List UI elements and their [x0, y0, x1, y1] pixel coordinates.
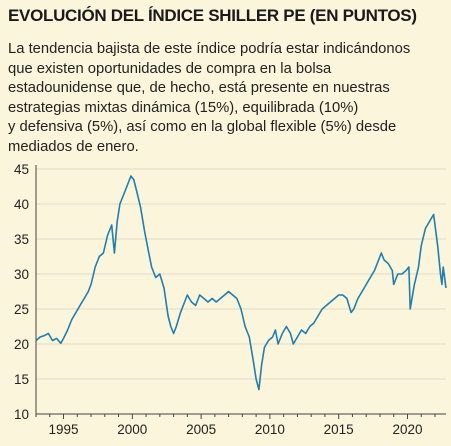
y-tick-label: 15 — [14, 372, 29, 387]
subtitle-line: mediados de enero. — [8, 138, 139, 155]
subtitle-line: que existen oportunidades de compra en l… — [8, 60, 332, 77]
chart-subtitle: La tendencia bajista de este índice podr… — [8, 40, 444, 157]
x-tick-label: 1995 — [48, 422, 78, 437]
y-tick-label: 35 — [14, 232, 29, 247]
y-tick-label: 25 — [14, 302, 29, 317]
y-tick-label: 10 — [14, 407, 29, 422]
subtitle-line: estadounidense que, de hecho, está prese… — [8, 80, 390, 96]
x-tick-label: 2000 — [117, 422, 147, 437]
series-line — [35, 175, 447, 391]
subtitle-line: y defensiva (5%), así como en la global … — [8, 119, 397, 135]
subtitle-line: estrategias mixtas dinámica (15%), equil… — [8, 99, 359, 116]
x-tick-label: 2015 — [324, 422, 354, 437]
chart-title: EVOLUCIÓN DEL ÍNDICE SHILLER PE (EN PUNT… — [8, 6, 417, 25]
x-tick-label: 2020 — [392, 422, 422, 437]
y-tick-label: 40 — [14, 197, 29, 212]
y-tick-label: 45 — [14, 162, 29, 177]
y-tick-label: 30 — [14, 267, 29, 282]
x-tick-label: 2010 — [255, 422, 285, 437]
y-tick-label: 20 — [14, 337, 29, 352]
x-tick-label: 2005 — [186, 422, 216, 437]
subtitle-line: La tendencia bajista de este índice podr… — [8, 41, 411, 57]
